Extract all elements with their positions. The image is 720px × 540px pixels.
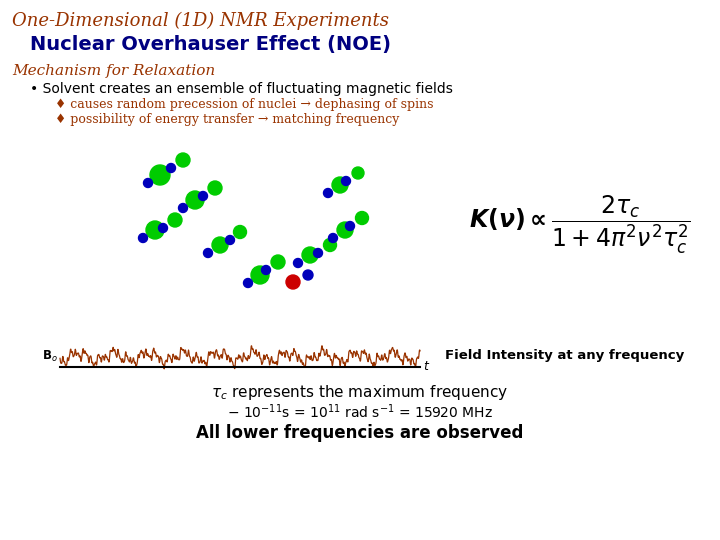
Circle shape	[146, 221, 164, 239]
Circle shape	[328, 233, 338, 242]
Text: One-Dimensional (1D) NMR Experiments: One-Dimensional (1D) NMR Experiments	[12, 12, 389, 30]
Circle shape	[143, 179, 153, 187]
Circle shape	[341, 177, 351, 186]
Circle shape	[271, 255, 285, 269]
Circle shape	[251, 266, 269, 284]
Circle shape	[286, 275, 300, 289]
Text: Nuclear Overhauser Effect (NOE): Nuclear Overhauser Effect (NOE)	[30, 35, 391, 54]
Circle shape	[346, 221, 354, 231]
Text: $-$ 10$^{-11}$s = 10$^{11}$ rad s$^{-1}$ = 15920 MHz: $-$ 10$^{-11}$s = 10$^{11}$ rad s$^{-1}$…	[227, 403, 493, 421]
Circle shape	[243, 279, 253, 287]
Text: ♦ possibility of energy transfer → matching frequency: ♦ possibility of energy transfer → match…	[55, 113, 400, 126]
Circle shape	[294, 259, 302, 267]
Circle shape	[204, 248, 212, 258]
Circle shape	[166, 164, 176, 172]
Text: $\boldsymbol{K(\nu) \propto \dfrac{2\tau_c}{1+4\pi^2\nu^2\tau_c^2}}$: $\boldsymbol{K(\nu) \propto \dfrac{2\tau…	[469, 193, 691, 256]
Circle shape	[233, 226, 246, 239]
Circle shape	[337, 222, 353, 238]
Circle shape	[323, 188, 333, 198]
Circle shape	[261, 266, 271, 274]
Text: • Solvent creates an ensemble of fluctuating magnetic fields: • Solvent creates an ensemble of fluctua…	[30, 82, 453, 96]
Circle shape	[332, 177, 348, 193]
Circle shape	[158, 224, 168, 233]
Circle shape	[199, 192, 207, 200]
Text: ♦ causes random precession of nuclei → dephasing of spins: ♦ causes random precession of nuclei → d…	[55, 98, 433, 111]
Circle shape	[323, 239, 336, 252]
Text: $\mathbf{B}_o$: $\mathbf{B}_o$	[42, 348, 58, 363]
Circle shape	[138, 233, 148, 242]
Circle shape	[303, 270, 313, 280]
Text: $\tau_c$ represents the maximum frequency: $\tau_c$ represents the maximum frequenc…	[212, 382, 508, 402]
Circle shape	[352, 167, 364, 179]
Circle shape	[150, 165, 170, 185]
Circle shape	[313, 248, 323, 258]
Text: All lower frequencies are observed: All lower frequencies are observed	[197, 424, 523, 442]
Text: Field Intensity at any frequency: Field Intensity at any frequency	[446, 348, 685, 361]
Circle shape	[168, 213, 182, 227]
Text: Mechanism for Relaxation: Mechanism for Relaxation	[12, 64, 215, 78]
Circle shape	[186, 191, 204, 209]
Circle shape	[212, 237, 228, 253]
Circle shape	[208, 181, 222, 195]
Circle shape	[302, 247, 318, 263]
Circle shape	[356, 212, 369, 225]
Circle shape	[179, 204, 187, 213]
Circle shape	[176, 153, 190, 167]
Circle shape	[225, 235, 235, 245]
Text: t: t	[423, 361, 428, 374]
